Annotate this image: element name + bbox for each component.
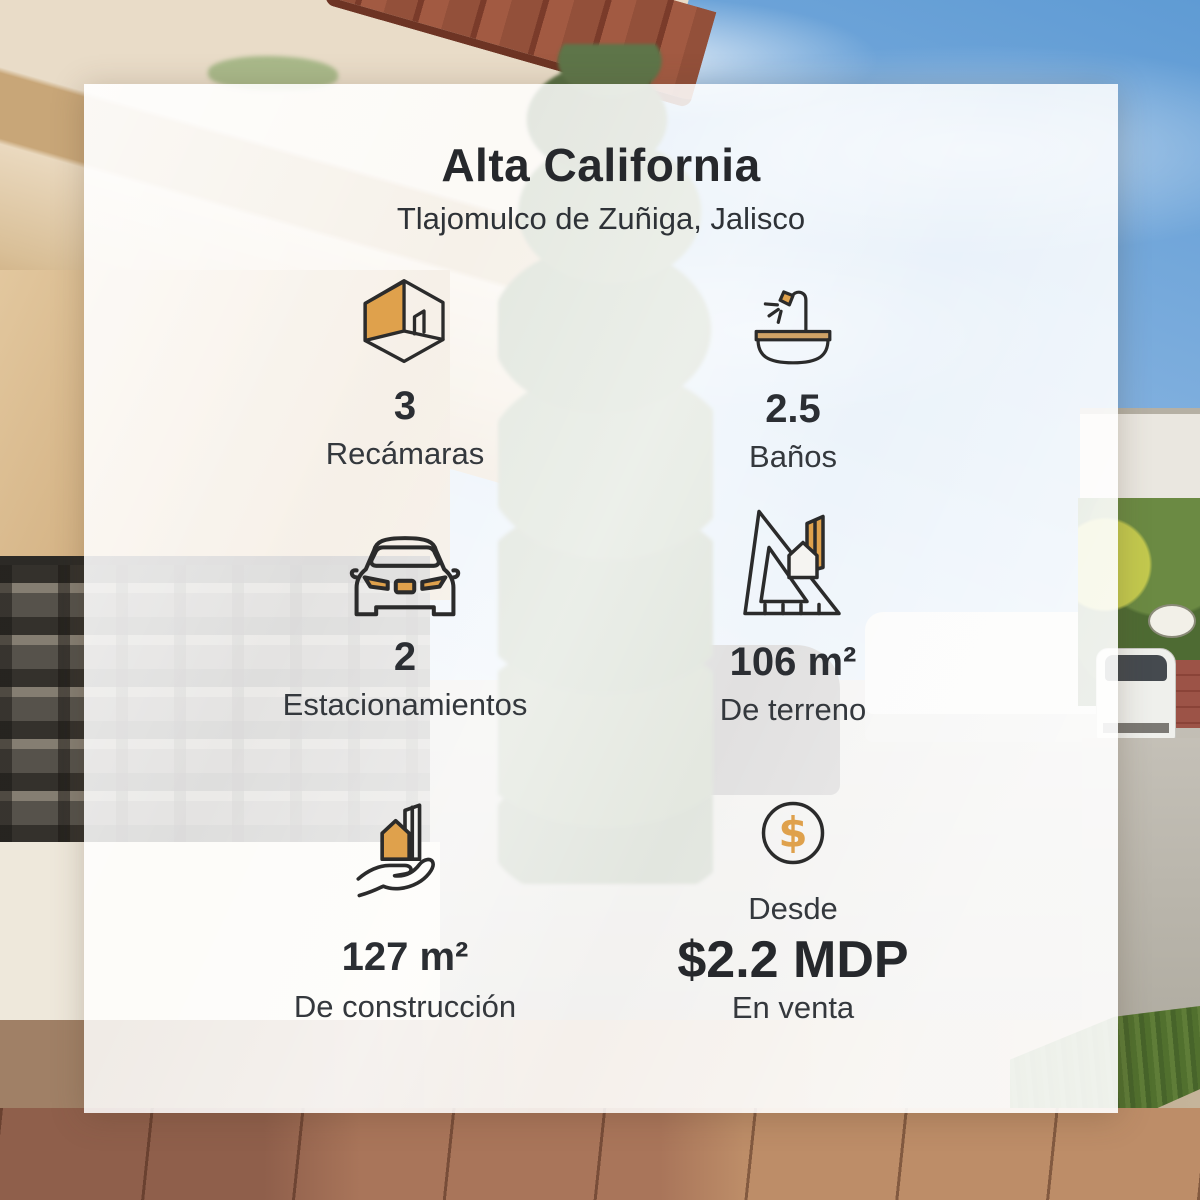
feature-lot-size: 106 m² De terreno	[563, 506, 1023, 727]
price-value: $2.2 MDP	[677, 931, 909, 990]
feature-bedrooms: 3 Recámaras	[175, 274, 635, 471]
feature-label: Estacionamientos	[282, 687, 528, 722]
terracotta-pavers	[0, 1108, 1200, 1200]
bathtub-shower-icon	[563, 280, 1023, 372]
construction-hand-icon	[175, 800, 635, 908]
feature-price: $ Desde $2.2 MDP En venta	[563, 800, 1023, 1025]
page-subtitle: Tlajomulco de Zuñiga, Jalisco	[396, 200, 806, 236]
feature-label: De terreno	[719, 692, 867, 727]
fence-sign	[1148, 604, 1196, 638]
feature-value: 3	[393, 384, 417, 428]
listing-info-card: Alta California Tlajomulco de Zuñiga, Ja…	[84, 84, 1118, 1113]
feature-value: 2.5	[765, 387, 821, 431]
feature-construction: 127 m² De construcción	[175, 800, 635, 1024]
feature-label: Recámaras	[325, 436, 485, 471]
feature-value: 127 m²	[341, 935, 469, 979]
feature-label: De construcción	[293, 989, 517, 1024]
lot-ruler-icon	[563, 506, 1023, 621]
feature-value: 106 m²	[729, 640, 857, 684]
feature-parking: 2 Estacionamientos	[175, 522, 635, 722]
feature-value: 2	[393, 635, 417, 679]
price-prefix: Desde	[748, 891, 838, 926]
svg-text:$: $	[778, 808, 807, 857]
price-status: En venta	[731, 990, 855, 1026]
dollar-coin-icon: $	[563, 800, 1023, 866]
page-title: Alta California	[441, 139, 761, 191]
bedroom-cube-icon	[175, 274, 635, 369]
feature-bathrooms: 2.5 Baños	[563, 280, 1023, 474]
card-header: Alta California Tlajomulco de Zuñiga, Ja…	[84, 140, 1118, 237]
feature-label: Baños	[749, 439, 837, 474]
car-front-icon	[175, 522, 635, 620]
